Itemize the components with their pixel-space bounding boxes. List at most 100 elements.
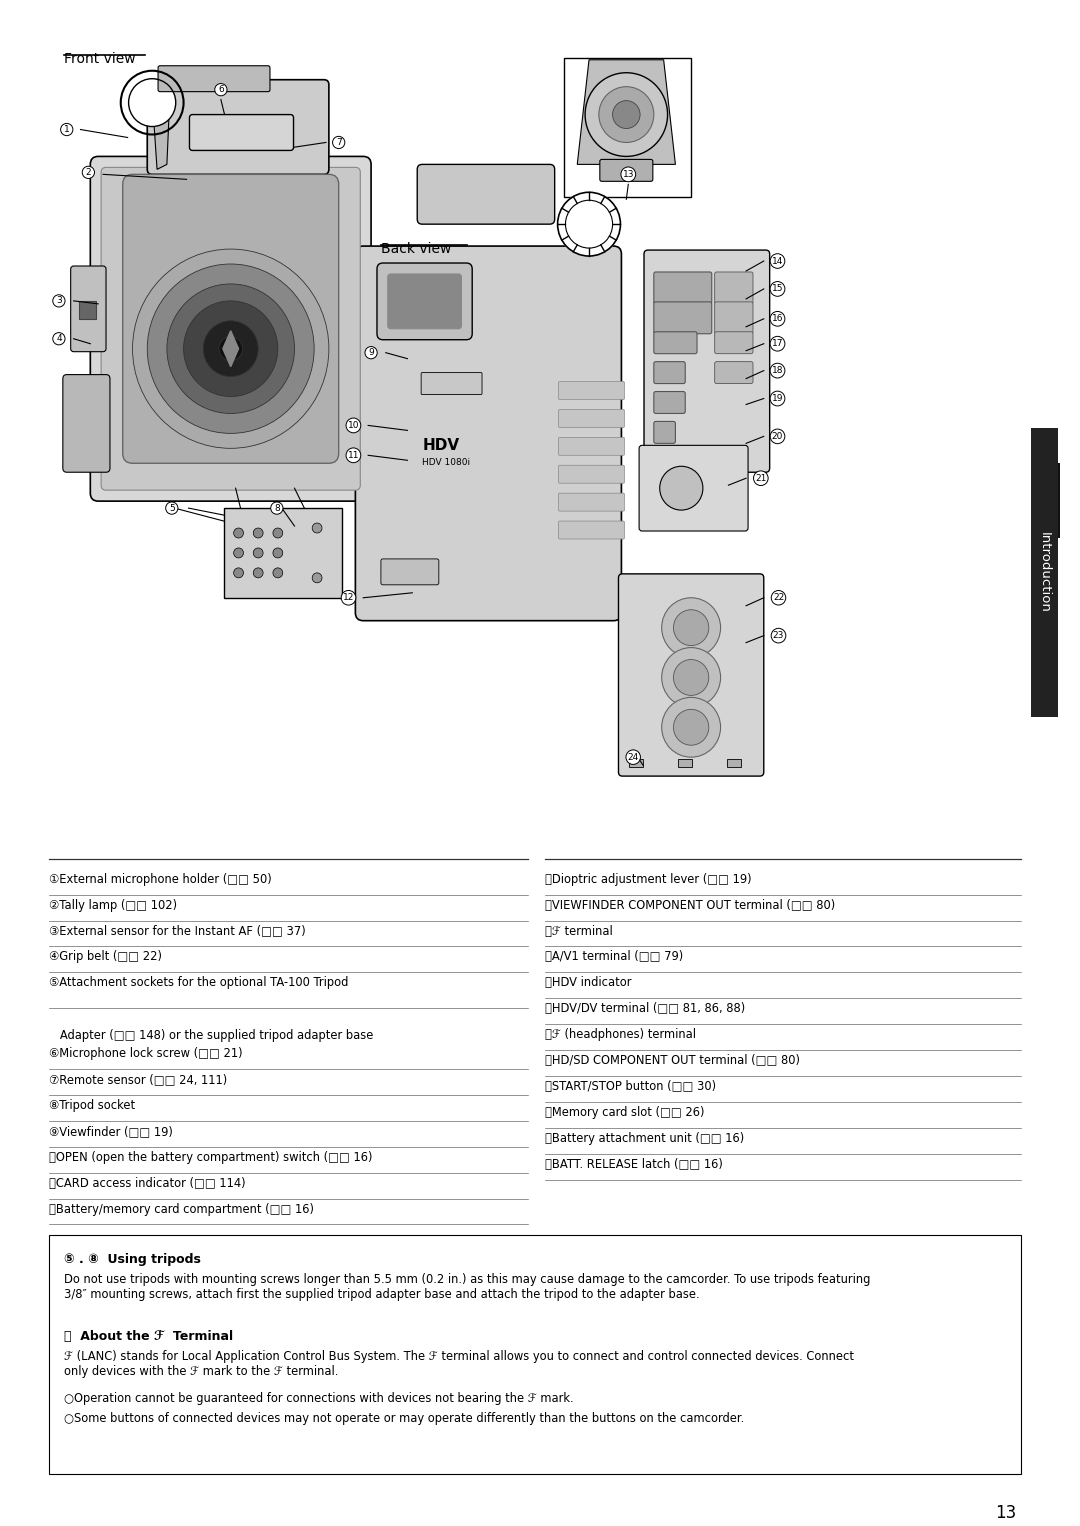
Text: 18: 18 [772, 366, 783, 375]
FancyBboxPatch shape [189, 114, 294, 151]
FancyBboxPatch shape [728, 758, 741, 768]
Circle shape [312, 572, 322, 583]
Circle shape [612, 101, 640, 128]
FancyBboxPatch shape [678, 758, 692, 768]
FancyBboxPatch shape [653, 272, 712, 304]
Circle shape [184, 301, 278, 397]
Text: 7: 7 [336, 137, 341, 146]
Text: ⑭Dioptric adjustment lever (□□ 19): ⑭Dioptric adjustment lever (□□ 19) [544, 873, 752, 885]
Text: A/V1: A/V1 [562, 443, 575, 447]
FancyBboxPatch shape [558, 382, 624, 400]
Text: 11: 11 [348, 450, 360, 459]
Text: ③External sensor for the Instant AF (□□ 37): ③External sensor for the Instant AF (□□ … [49, 925, 306, 937]
FancyBboxPatch shape [147, 79, 329, 174]
Text: 14: 14 [772, 256, 783, 266]
Text: ⑤ . ⑧  Using tripods: ⑤ . ⑧ Using tripods [64, 1253, 201, 1267]
FancyBboxPatch shape [91, 157, 372, 501]
Circle shape [133, 249, 329, 449]
Circle shape [273, 548, 283, 559]
Circle shape [662, 647, 720, 708]
Text: 21: 21 [755, 473, 767, 482]
FancyBboxPatch shape [558, 493, 624, 511]
Circle shape [147, 264, 314, 433]
FancyBboxPatch shape [49, 1236, 1021, 1474]
FancyBboxPatch shape [715, 362, 753, 383]
Circle shape [233, 528, 243, 539]
Circle shape [254, 568, 264, 578]
Text: ⑦Remote sensor (□□ 24, 111): ⑦Remote sensor (□□ 24, 111) [49, 1073, 227, 1087]
Circle shape [585, 73, 667, 157]
FancyBboxPatch shape [79, 301, 96, 319]
Text: 5: 5 [168, 504, 175, 513]
Text: ④Grip belt (□□ 22): ④Grip belt (□□ 22) [49, 951, 162, 963]
Text: ⑵START/STOP button (□□ 30): ⑵START/STOP button (□□ 30) [544, 1080, 716, 1093]
Polygon shape [577, 60, 675, 165]
Text: ⑯ℱ terminal: ⑯ℱ terminal [544, 925, 612, 937]
Text: 9: 9 [368, 348, 374, 357]
Text: 24: 24 [627, 752, 639, 761]
Text: Back view: Back view [381, 243, 451, 256]
FancyBboxPatch shape [653, 331, 697, 354]
Text: ⑮VIEWFINDER COMPONENT OUT terminal (□□ 80): ⑮VIEWFINDER COMPONENT OUT terminal (□□ 8… [544, 899, 835, 911]
FancyBboxPatch shape [421, 372, 482, 395]
FancyBboxPatch shape [558, 409, 624, 427]
Text: ①External microphone holder (□□ 50): ①External microphone holder (□□ 50) [49, 873, 272, 885]
Circle shape [254, 528, 264, 539]
FancyBboxPatch shape [158, 66, 270, 92]
FancyBboxPatch shape [377, 262, 472, 340]
Circle shape [167, 284, 295, 414]
Text: Adapter (□□ 148) or the supplied tripod adapter base: Adapter (□□ 148) or the supplied tripod … [49, 1029, 374, 1042]
FancyBboxPatch shape [715, 272, 753, 304]
Text: 15: 15 [772, 284, 783, 293]
Text: ○Some buttons of connected devices may not operate or may operate differently th: ○Some buttons of connected devices may n… [64, 1412, 744, 1425]
Circle shape [674, 710, 708, 745]
Circle shape [660, 467, 703, 510]
Text: 23: 23 [773, 632, 784, 639]
Text: Introduction: Introduction [1038, 533, 1051, 613]
Polygon shape [152, 96, 170, 169]
FancyBboxPatch shape [619, 574, 764, 777]
Circle shape [273, 528, 283, 539]
FancyBboxPatch shape [388, 275, 461, 328]
Text: 8: 8 [274, 504, 280, 513]
Text: ⑥Microphone lock screw (□□ 21): ⑥Microphone lock screw (□□ 21) [49, 1047, 243, 1061]
Text: 1: 1 [64, 125, 69, 134]
FancyBboxPatch shape [1039, 464, 1061, 539]
Circle shape [674, 610, 708, 645]
Text: ⑬Battery/memory card compartment (□□ 16): ⑬Battery/memory card compartment (□□ 16) [49, 1202, 314, 1216]
FancyBboxPatch shape [715, 302, 753, 334]
FancyBboxPatch shape [63, 374, 110, 472]
FancyBboxPatch shape [224, 508, 341, 598]
FancyBboxPatch shape [102, 168, 361, 490]
Text: ⑧Tripod socket: ⑧Tripod socket [49, 1099, 135, 1112]
Text: 6: 6 [218, 85, 224, 95]
Text: 12: 12 [342, 594, 354, 603]
Text: ○Operation cannot be guaranteed for connections with devices not bearing the ℱ m: ○Operation cannot be guaranteed for conn… [64, 1392, 573, 1405]
Circle shape [203, 320, 258, 377]
Text: ⑴HD/SD COMPONENT OUT terminal (□□ 80): ⑴HD/SD COMPONENT OUT terminal (□□ 80) [544, 1054, 800, 1067]
Text: ⑸BATT. RELEASE latch (□□ 16): ⑸BATT. RELEASE latch (□□ 16) [544, 1158, 723, 1170]
FancyBboxPatch shape [653, 392, 685, 414]
FancyBboxPatch shape [653, 421, 675, 444]
Polygon shape [222, 331, 239, 366]
Text: HDV: HDV [422, 438, 459, 453]
Circle shape [129, 79, 176, 127]
Text: 3: 3 [56, 296, 62, 305]
Text: 19: 19 [772, 394, 783, 403]
Text: ⑱HDV indicator: ⑱HDV indicator [544, 977, 632, 989]
Circle shape [674, 659, 708, 696]
Text: Do not use tripods with mounting screws longer than 5.5 mm (0.2 in.) as this may: Do not use tripods with mounting screws … [64, 1273, 870, 1302]
Text: 17: 17 [772, 339, 783, 348]
Text: 4: 4 [56, 334, 62, 343]
Text: MultiMediaCard: MultiMediaCard [422, 378, 476, 385]
Circle shape [233, 568, 243, 578]
Text: 20: 20 [772, 432, 783, 441]
Text: ⑤Attachment sockets for the optional TA-100 Tripod: ⑤Attachment sockets for the optional TA-… [49, 977, 349, 989]
Text: ②Tally lamp (□□ 102): ②Tally lamp (□□ 102) [49, 899, 177, 911]
Circle shape [219, 337, 243, 360]
FancyBboxPatch shape [1030, 429, 1058, 717]
FancyBboxPatch shape [417, 165, 555, 224]
Text: 10: 10 [348, 421, 360, 430]
Text: ⑯  About the ℱ  Terminal: ⑯ About the ℱ Terminal [64, 1331, 233, 1343]
FancyBboxPatch shape [70, 266, 106, 351]
